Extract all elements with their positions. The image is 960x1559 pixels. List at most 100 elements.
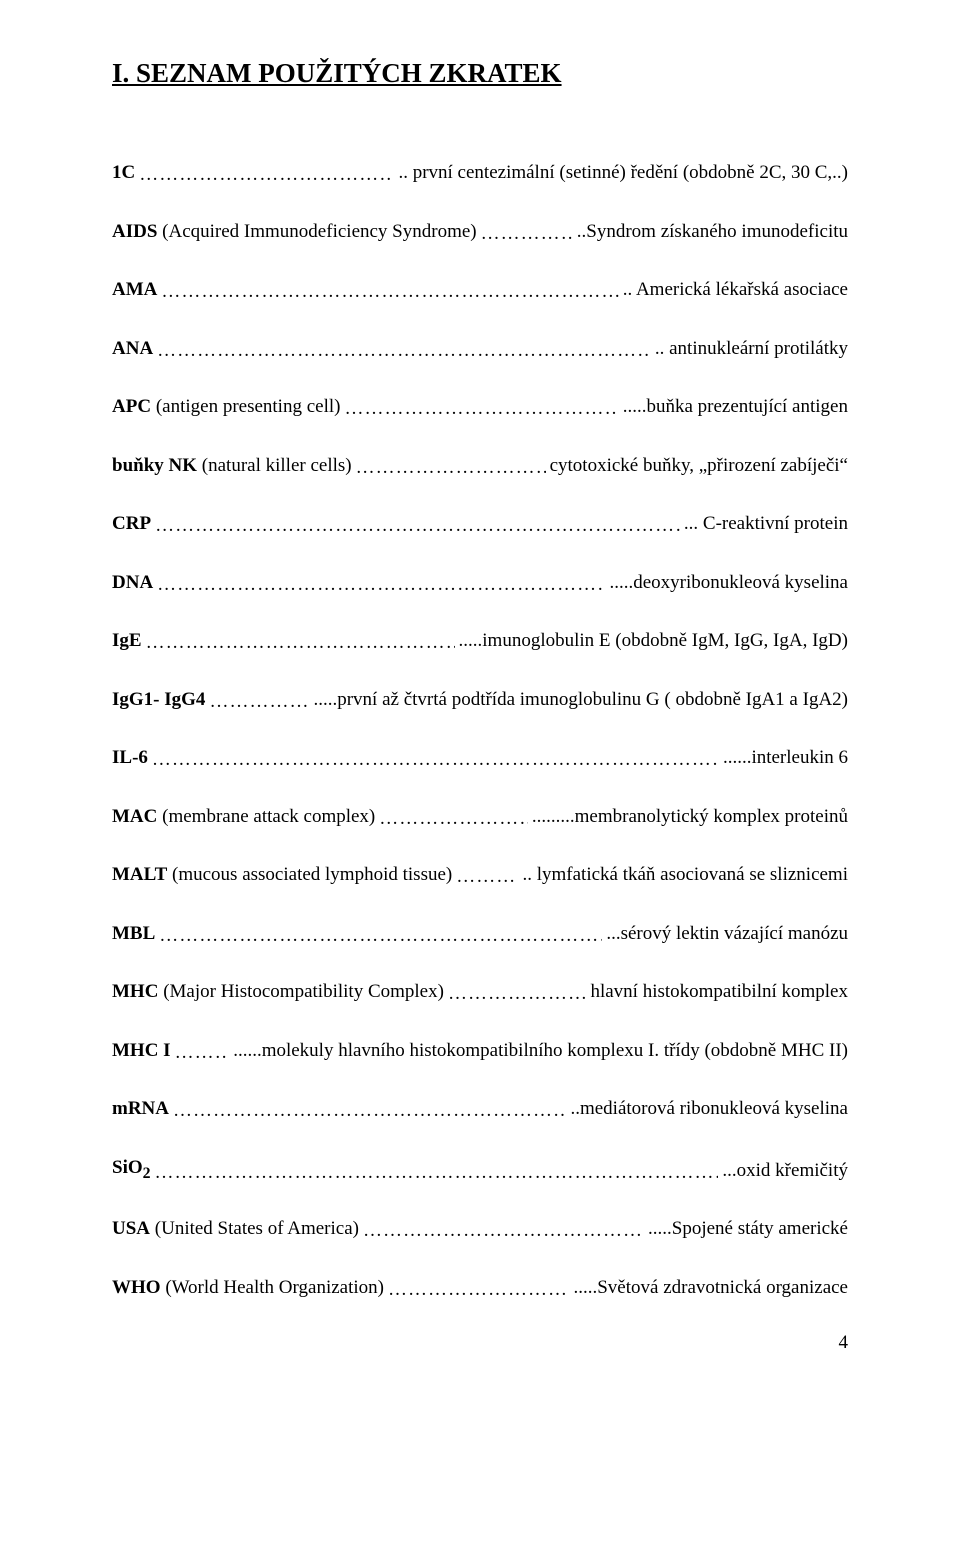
abbr-bold: CRP: [112, 513, 151, 534]
abbr-definition: cytotoxické buňky, „přirození zabíječi“: [546, 452, 848, 481]
abbr-definition: .....deoxyribonukleová kyselina: [605, 569, 848, 598]
abbr-bold: IgE: [112, 630, 142, 651]
abbr-entry: USA (United States of America) .....Spoje…: [112, 1215, 848, 1244]
abbr-expansion: (membrane attack complex): [157, 806, 375, 827]
abbr-term: MBL: [112, 920, 159, 949]
leader-dots: [155, 512, 680, 539]
leader-dots: [173, 1097, 566, 1124]
abbr-bold: 1C: [112, 162, 135, 183]
abbr-bold: WHO: [112, 1277, 161, 1298]
abbr-bold: USA: [112, 1218, 150, 1239]
abbr-entry: DNA .....deoxyribonukleová kyselina: [112, 569, 848, 598]
abbr-entry: SiO2 ...oxid křemičitý: [112, 1154, 848, 1186]
abbr-bold: ANA: [112, 338, 153, 359]
abbr-bold: APC: [112, 396, 151, 417]
abbr-bold: IgG1- IgG4: [112, 689, 205, 710]
abbr-term: IgE: [112, 627, 146, 656]
abbr-expansion: (Major Histocompatibility Complex): [158, 981, 444, 1002]
leader-dots: [379, 805, 528, 832]
abbr-term: DNA: [112, 569, 157, 598]
abbr-term: mRNA: [112, 1095, 173, 1124]
abbr-entry: MHC (Major Histocompatibility Complex) h…: [112, 978, 848, 1007]
abbr-definition: ...oxid křemičitý: [718, 1157, 848, 1186]
leader-dots: [155, 1159, 719, 1186]
abbr-entry: MBL ...sérový lektin vázající manózu: [112, 920, 848, 949]
leader-dots: [388, 1276, 570, 1303]
abbr-bold: MHC I: [112, 1040, 171, 1061]
abbr-entry: WHO (World Health Organization).....Svět…: [112, 1274, 848, 1303]
abbr-expansion: (mucous associated lymphoid tissue): [167, 864, 452, 885]
abbr-bold: DNA: [112, 572, 153, 593]
abbr-expansion: (natural killer cells): [197, 455, 352, 476]
abbr-term: APC (antigen presenting cell): [112, 393, 344, 422]
abbr-entry: CRP ... C-reaktivní protein: [112, 510, 848, 539]
leader-dots: [161, 278, 618, 305]
abbr-definition: hlavní histokompatibilní komplex: [586, 978, 848, 1007]
abbr-expansion: (World Health Organization): [161, 1277, 384, 1298]
abbr-entry: IgG1- IgG4.....první až čtvrtá podtřída …: [112, 686, 848, 715]
abbr-bold: MBL: [112, 923, 155, 944]
abbr-bold: AMA: [112, 279, 157, 300]
abbr-bold: MHC: [112, 981, 158, 1002]
leader-dots: [448, 980, 587, 1007]
abbr-term: MAC (membrane attack complex): [112, 803, 379, 832]
abbr-definition: ......interleukin 6: [719, 744, 848, 773]
abbr-definition: ... C-reaktivní protein: [680, 510, 848, 539]
abbr-bold: MALT: [112, 864, 167, 885]
abbr-term: CRP: [112, 510, 155, 539]
leader-dots: [175, 1039, 230, 1066]
abbr-definition: ...sérový lektin vázající manózu: [602, 920, 848, 949]
abbr-expansion: (United States of America): [150, 1218, 359, 1239]
abbr-definition: .. lymfatická tkáň asociovaná se sliznic…: [518, 861, 848, 890]
abbr-definition: .. Americká lékařská asociace: [619, 276, 848, 305]
leader-dots: [152, 746, 719, 773]
leader-dots: [157, 337, 651, 364]
leader-dots: [157, 571, 605, 598]
abbr-term: MALT (mucous associated lymphoid tissue): [112, 861, 456, 890]
abbr-expansion: (antigen presenting cell): [151, 396, 340, 417]
abbr-expansion: (Acquired Immunodeficiency Syndrome): [157, 221, 476, 242]
abbr-term: SiO2: [112, 1154, 155, 1186]
abbr-bold: mRNA: [112, 1098, 169, 1119]
abbr-term: AMA: [112, 276, 161, 305]
leader-dots: [159, 922, 602, 949]
abbreviation-list: 1C .. první centezimální (setinné) ředění…: [112, 159, 848, 1302]
leader-dots: [363, 1217, 644, 1244]
section-heading: I. SEZNAM POUŽITÝCH ZKRATEK: [112, 58, 848, 89]
abbr-entry: IgE .....imunoglobulin E (obdobně IgM, Ig…: [112, 627, 848, 656]
abbr-definition: ......molekuly hlavního histokompatibiln…: [229, 1037, 848, 1066]
abbr-entry: 1C .. první centezimální (setinné) ředění…: [112, 159, 848, 188]
abbr-term: buňky NK (natural killer cells): [112, 452, 356, 481]
abbr-term: IL-6: [112, 744, 152, 773]
abbr-entry: MAC (membrane attack complex).........me…: [112, 803, 848, 832]
abbr-term: MHC I: [112, 1037, 175, 1066]
abbr-term: ANA: [112, 335, 157, 364]
leader-dots: [209, 688, 309, 715]
abbr-entry: MALT (mucous associated lymphoid tissue)…: [112, 861, 848, 890]
leader-dots: [356, 454, 546, 481]
abbr-term: USA (United States of America): [112, 1215, 363, 1244]
abbr-entry: buňky NK (natural killer cells) cytotoxi…: [112, 452, 848, 481]
abbr-entry: mRNA ..mediátorová ribonukleová kyselina: [112, 1095, 848, 1124]
abbr-definition: .. antinukleární protilátky: [651, 335, 848, 364]
abbr-definition: .....imunoglobulin E (obdobně IgM, IgG, …: [455, 627, 848, 656]
abbr-entry: AIDS (Acquired Immunodeficiency Syndrome…: [112, 218, 848, 247]
abbr-entry: ANA .. antinukleární protilátky: [112, 335, 848, 364]
abbr-definition: ..mediátorová ribonukleová kyselina: [566, 1095, 848, 1124]
abbr-bold: SiO: [112, 1157, 143, 1178]
leader-dots: [344, 395, 618, 422]
abbr-bold: buňky NK: [112, 455, 197, 476]
page-number: 4: [112, 1332, 848, 1354]
abbr-definition: .....Spojené státy americké: [644, 1215, 848, 1244]
abbr-definition: .. první centezimální (setinné) ředění (…: [394, 159, 848, 188]
leader-dots: [456, 863, 518, 890]
leader-dots: [146, 629, 455, 656]
leader-dots: [481, 220, 573, 247]
abbr-bold: MAC: [112, 806, 157, 827]
leader-dots: [139, 161, 394, 188]
abbr-bold: AIDS: [112, 221, 157, 242]
abbr-entry: AMA .. Americká lékařská asociace: [112, 276, 848, 305]
abbr-subscript: 2: [143, 1164, 151, 1181]
abbr-entry: APC (antigen presenting cell).....buňka …: [112, 393, 848, 422]
abbr-term: 1C: [112, 159, 139, 188]
